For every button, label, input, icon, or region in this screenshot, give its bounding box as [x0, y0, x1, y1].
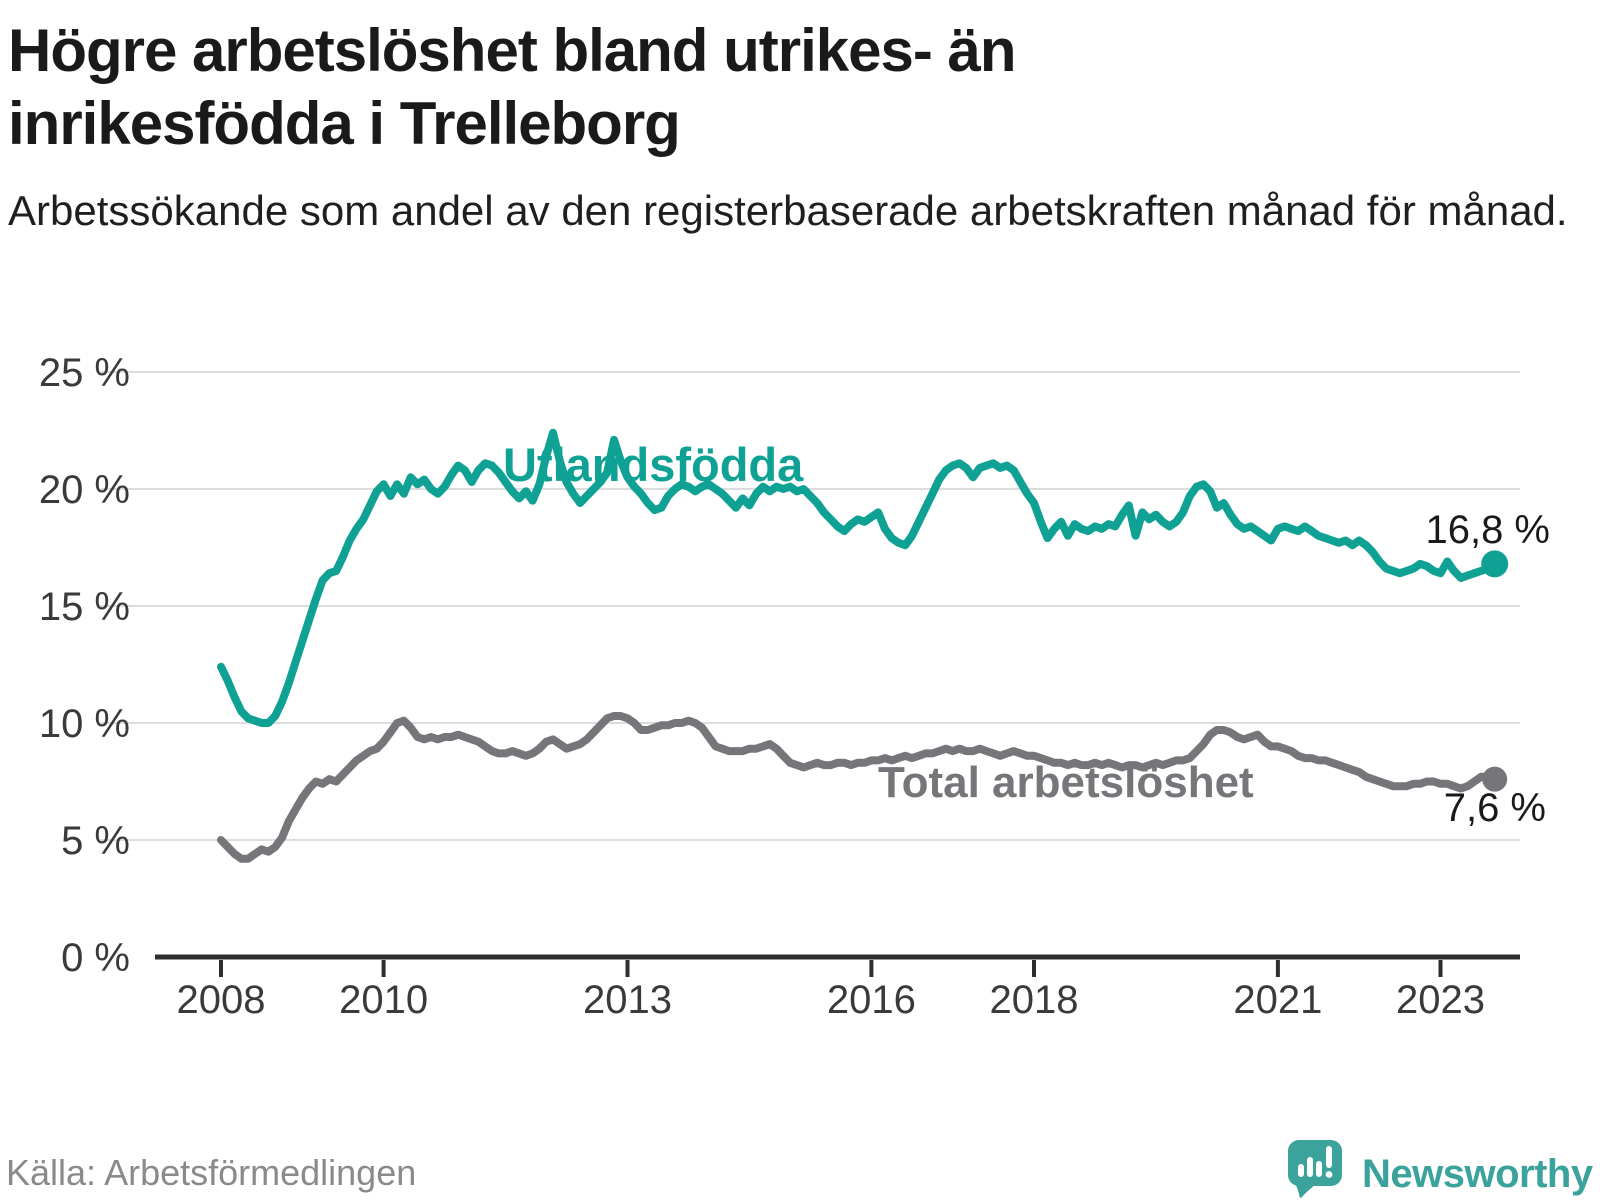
data-series: [217, 428, 1509, 863]
series-label-utlandsfodda: Utlandsfödda: [503, 438, 804, 491]
newsworthy-logo-icon: [1288, 1140, 1342, 1198]
logo-exclamation-bar: [1326, 1146, 1332, 1168]
y-tick-label-20: 20 %: [39, 468, 130, 512]
y-tick-label-15: 15 %: [39, 585, 130, 629]
chart-subtitle: Arbetssökande som andel av den registerb…: [8, 187, 1568, 234]
x-tick-label-2010: 2010: [339, 978, 428, 1022]
x-tick-label-2018: 2018: [990, 978, 1079, 1022]
x-tick-label-2023: 2023: [1396, 978, 1485, 1022]
x-tick-label-2016: 2016: [827, 978, 916, 1022]
brand-footer: Newsworthy: [1288, 1138, 1593, 1200]
brand-name: Newsworthy: [1362, 1152, 1593, 1196]
logo-bar-medium: [1316, 1161, 1322, 1177]
page-title: Högre arbetslöshet bland utrikes- än inr…: [8, 17, 1017, 158]
x-tick-label-2013: 2013: [583, 978, 672, 1022]
end-value-label-utlandsfodda: 16,8 %: [1425, 508, 1550, 552]
y-tick-label-25: 25 %: [39, 351, 130, 395]
series-label-total: Total arbetslöshet: [878, 758, 1254, 807]
logo-bubble-tail-front: [1294, 1180, 1314, 1198]
series-line-utlandsfodda: [217, 428, 1499, 727]
x-axis: [155, 954, 1520, 977]
series-line-total: [217, 712, 1499, 863]
logo-bubble: [1288, 1140, 1342, 1186]
y-tick-label-0: 0 %: [61, 936, 130, 980]
logo-bar-small: [1298, 1164, 1304, 1177]
y-tick-label-10: 10 %: [39, 702, 130, 746]
series-labels: Utlandsfödda 16,8 % Total arbetslöshet 7,6 …: [503, 438, 1550, 830]
logo-bar-tall: [1307, 1157, 1313, 1177]
logo-exclamation-dot: [1325, 1171, 1333, 1178]
series-end-dot-utlandsfodda: [1481, 550, 1509, 578]
end-value-label-total: 7,6 %: [1444, 786, 1546, 830]
series-end-dot-total: [1482, 766, 1508, 792]
x-tick-label-2008: 2008: [177, 978, 266, 1022]
source-note: Källa: Arbetsförmedlingen: [6, 1152, 417, 1193]
x-axis-labels: 2008 2010 2013 2016 2018 2021 2023: [177, 978, 1485, 1022]
x-tick-label-2021: 2021: [1233, 978, 1322, 1022]
y-tick-label-5: 5 %: [61, 819, 130, 863]
y-axis-labels: 0 % 5 % 10 % 15 % 20 % 25 %: [39, 351, 130, 980]
gridlines: [100, 371, 1520, 841]
